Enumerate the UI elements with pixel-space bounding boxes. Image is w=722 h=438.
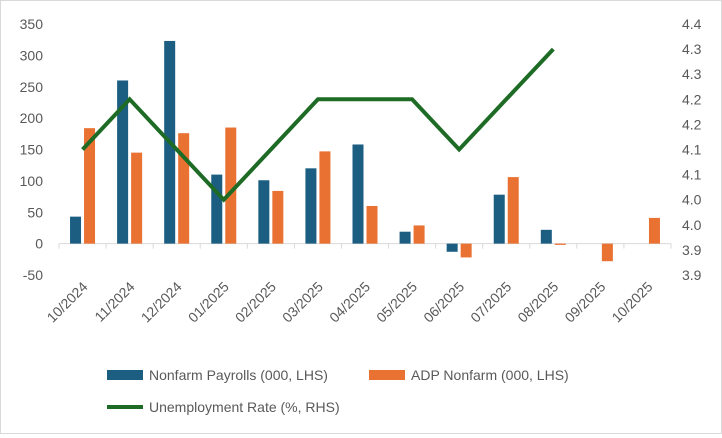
bar-adp-nonfarm (84, 128, 96, 244)
bar-nonfarm-payrolls (399, 231, 411, 244)
bar-adp-nonfarm (648, 217, 660, 244)
x-axis-label: 09/2025 (561, 278, 608, 325)
x-axis-label: 10/2025 (608, 278, 655, 325)
right-axis-tick: 4.3 (682, 41, 702, 57)
left-axis-tick: 350 (20, 16, 44, 32)
x-axis-label: 04/2025 (326, 278, 373, 325)
legend-item-adp: ADP Nonfarm (000, LHS) (369, 367, 569, 383)
right-axis-tick: 4.2 (682, 91, 702, 107)
x-axis-label: 08/2025 (514, 278, 561, 325)
left-axis-tick: 100 (20, 173, 44, 189)
right-axis-tick: 4.4 (682, 16, 702, 32)
bar-adp-nonfarm (507, 177, 519, 244)
bar-adp-nonfarm (366, 205, 378, 244)
line-unemployment-rate (81, 47, 555, 203)
x-axis-label: 03/2025 (279, 278, 326, 325)
left-axis-tick: 150 (20, 142, 44, 158)
x-axis-label: 05/2025 (373, 278, 420, 325)
right-axis-tick: 4.2 (682, 116, 702, 132)
bar-nonfarm-payrolls (352, 144, 364, 244)
bar-nonfarm-payrolls (258, 180, 270, 244)
legend-label-nonfarm: Nonfarm Payrolls (000, LHS) (149, 367, 328, 383)
bar-adp-nonfarm (319, 151, 331, 244)
legend-item-nonfarm: Nonfarm Payrolls (000, LHS) (107, 367, 328, 383)
bar-nonfarm-payrolls (493, 194, 505, 244)
legend-swatch-adp (369, 370, 405, 380)
x-axis-label: 07/2025 (467, 278, 514, 325)
bar-nonfarm-payrolls (211, 174, 223, 244)
bar-adp-nonfarm (272, 190, 284, 244)
bar-adp-nonfarm (554, 243, 566, 245)
x-axis-label: 11/2024 (91, 278, 138, 325)
x-axis-label: 01/2025 (185, 278, 232, 325)
bar-adp-nonfarm (413, 225, 425, 244)
left-axis-tick: 200 (20, 110, 44, 126)
x-axis-label: 12/2024 (138, 278, 185, 325)
bar-adp-nonfarm (178, 133, 190, 244)
left-axis-tick: 50 (27, 204, 43, 220)
legend-swatch-unemployment (107, 405, 143, 409)
bar-nonfarm-payrolls (540, 229, 552, 244)
bar-nonfarm-payrolls (117, 80, 129, 244)
bar-nonfarm-payrolls (70, 216, 82, 244)
x-axis-label: 02/2025 (232, 278, 279, 325)
bar-adp-nonfarm (131, 152, 143, 244)
left-axis-tick: 0 (35, 236, 43, 252)
right-axis-tick: 3.9 (682, 267, 702, 283)
right-axis-tick: 4.0 (682, 217, 702, 233)
right-axis-tick: 4.0 (682, 192, 702, 208)
left-axis-tick: 300 (20, 47, 44, 63)
left-axis-tick: 250 (20, 79, 44, 95)
right-axis-tick: 4.1 (682, 142, 702, 158)
bar-adp-nonfarm (601, 243, 613, 262)
bar-nonfarm-payrolls (305, 168, 317, 244)
legend-swatch-nonfarm (107, 370, 143, 380)
x-axis-label: 10/2024 (44, 278, 91, 325)
legend-label-unemployment: Unemployment Rate (%, RHS) (149, 399, 340, 415)
right-axis-tick: 4.1 (682, 167, 702, 183)
bar-adp-nonfarm (460, 243, 472, 258)
right-axis-tick: 3.9 (682, 242, 702, 258)
bar-nonfarm-payrolls (446, 243, 458, 252)
legend-label-adp: ADP Nonfarm (000, LHS) (411, 367, 569, 383)
x-axis-label: 06/2025 (420, 278, 467, 325)
bar-adp-nonfarm (225, 127, 237, 244)
legend-item-unemployment: Unemployment Rate (%, RHS) (107, 399, 340, 415)
left-axis-tick: -50 (23, 267, 43, 283)
right-axis-tick: 4.3 (682, 66, 702, 82)
